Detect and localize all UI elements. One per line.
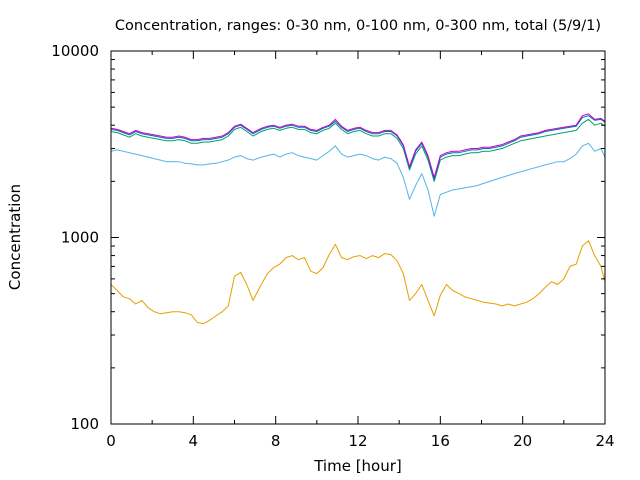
x-tick-label: 24 bbox=[595, 432, 614, 450]
y-tick-label: 10000 bbox=[51, 42, 99, 60]
series-line-2 bbox=[110, 118, 606, 182]
x-tick-label: 20 bbox=[513, 432, 532, 450]
x-tick-label: 12 bbox=[348, 432, 367, 450]
series-line-1 bbox=[110, 142, 606, 217]
x-axis-label: Time [hour] bbox=[313, 457, 402, 475]
chart-title: Concentration, ranges: 0-30 nm, 0-100 nm… bbox=[115, 18, 601, 34]
plot-frame bbox=[110, 50, 606, 425]
y-tick-label: 100 bbox=[70, 415, 99, 433]
ticks-group: 0 4 8 12 16 20 24 100 1000 10000 bbox=[51, 42, 614, 450]
y-tick-label: 1000 bbox=[61, 229, 99, 247]
series-group bbox=[110, 113, 606, 325]
x-tick-label: 8 bbox=[271, 432, 281, 450]
x-tick-label: 0 bbox=[106, 432, 116, 450]
x-tick-label: 4 bbox=[189, 432, 199, 450]
y-axis-label: Concentration bbox=[6, 184, 24, 290]
series-line-3 bbox=[110, 115, 606, 180]
series-line-0 bbox=[110, 240, 606, 325]
series-line-4 bbox=[110, 113, 606, 178]
x-tick-label: 16 bbox=[431, 432, 450, 450]
